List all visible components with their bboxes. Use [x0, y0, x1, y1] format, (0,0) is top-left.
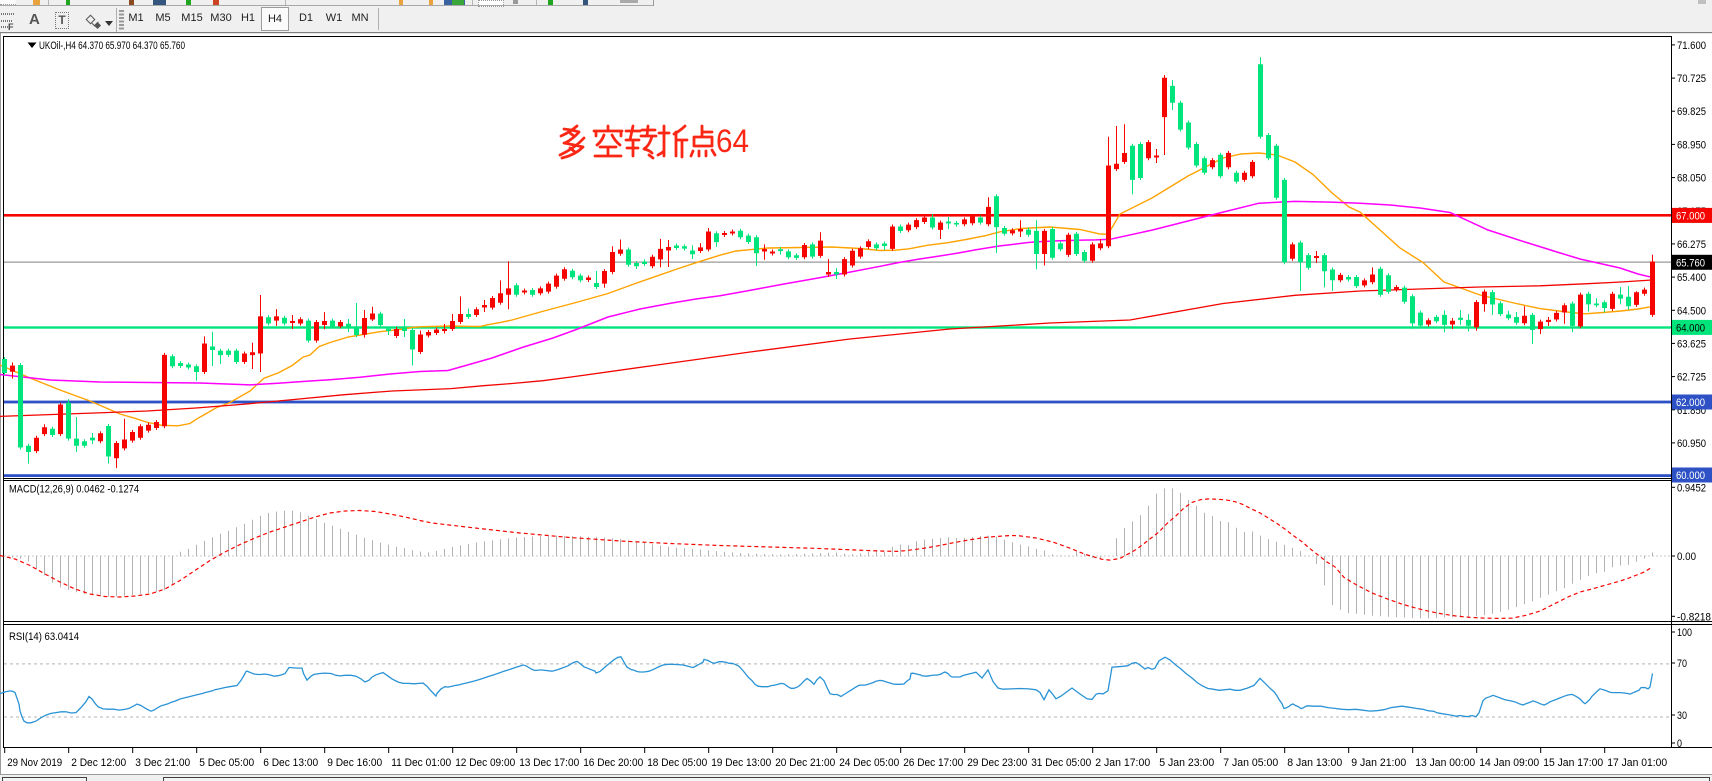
svg-text:29 Dec 23:00: 29 Dec 23:00: [967, 757, 1027, 769]
svg-text:UKOil-,H4 64.370 65.970 64.37: UKOil-,H4 64.370 65.970 64.370 65.760: [39, 40, 185, 52]
svg-text:16 Dec 20:00: 16 Dec 20:00: [583, 757, 643, 769]
svg-text:2 Jan 17:00: 2 Jan 17:00: [1095, 757, 1150, 769]
svg-text:64: 64: [716, 123, 749, 159]
svg-text:60.000: 60.000: [1676, 470, 1705, 482]
svg-text:6 Dec 13:00: 6 Dec 13:00: [263, 757, 318, 769]
svg-text:65.760: 65.760: [1676, 257, 1705, 269]
svg-text:0.9452: 0.9452: [1677, 482, 1706, 494]
svg-text:17 Jan 01:00: 17 Jan 01:00: [1607, 757, 1667, 769]
svg-text:14 Jan 09:00: 14 Jan 09:00: [1479, 757, 1539, 769]
svg-text:8 Jan 13:00: 8 Jan 13:00: [1287, 757, 1342, 769]
svg-text:63.625: 63.625: [1677, 338, 1706, 350]
svg-text:0.00: 0.00: [1677, 551, 1696, 563]
svg-text:13 Dec 17:00: 13 Dec 17:00: [519, 757, 579, 769]
svg-text:68.950: 68.950: [1677, 139, 1706, 151]
svg-text:RSI(14) 63.0414: RSI(14) 63.0414: [9, 631, 79, 643]
svg-text:65.400: 65.400: [1677, 272, 1706, 284]
svg-text:60.950: 60.950: [1677, 438, 1706, 450]
svg-text:0: 0: [1677, 738, 1682, 750]
svg-text:70: 70: [1677, 658, 1687, 670]
svg-text:69.825: 69.825: [1677, 106, 1706, 118]
svg-text:5 Dec 05:00: 5 Dec 05:00: [199, 757, 254, 769]
svg-text:-0.8218: -0.8218: [1677, 611, 1711, 623]
svg-text:18 Dec 05:00: 18 Dec 05:00: [647, 757, 707, 769]
svg-text:67.000: 67.000: [1676, 210, 1705, 222]
svg-text:64.000: 64.000: [1676, 322, 1705, 334]
svg-text:71.600: 71.600: [1677, 40, 1706, 52]
svg-text:68.050: 68.050: [1677, 173, 1706, 185]
svg-text:15 Jan 17:00: 15 Jan 17:00: [1543, 757, 1603, 769]
svg-text:29 Nov 2019: 29 Nov 2019: [7, 757, 62, 769]
svg-text:31 Dec 05:00: 31 Dec 05:00: [1031, 757, 1091, 769]
svg-text:3 Dec 21:00: 3 Dec 21:00: [135, 757, 190, 769]
svg-text:26 Dec 17:00: 26 Dec 17:00: [903, 757, 963, 769]
svg-text:20 Dec 21:00: 20 Dec 21:00: [775, 757, 835, 769]
svg-text:19 Dec 13:00: 19 Dec 13:00: [711, 757, 771, 769]
svg-text:9 Jan 21:00: 9 Jan 21:00: [1351, 757, 1406, 769]
svg-text:MACD(12,26,9) 0.0462 -0.1274: MACD(12,26,9) 0.0462 -0.1274: [9, 484, 139, 496]
svg-text:5 Jan 23:00: 5 Jan 23:00: [1159, 757, 1214, 769]
svg-text:62.000: 62.000: [1676, 397, 1705, 409]
svg-text:9 Dec 16:00: 9 Dec 16:00: [327, 757, 382, 769]
svg-text:70.725: 70.725: [1677, 73, 1706, 85]
svg-text:11 Dec 01:00: 11 Dec 01:00: [391, 757, 451, 769]
svg-text:13 Jan 00:00: 13 Jan 00:00: [1415, 757, 1475, 769]
svg-text:7 Jan 05:00: 7 Jan 05:00: [1223, 757, 1278, 769]
svg-text:62.725: 62.725: [1677, 372, 1706, 384]
svg-text:64.500: 64.500: [1677, 305, 1706, 317]
svg-text:2 Dec 12:00: 2 Dec 12:00: [71, 757, 126, 769]
svg-text:100: 100: [1677, 627, 1692, 639]
svg-text:24 Dec 05:00: 24 Dec 05:00: [839, 757, 899, 769]
svg-text:12 Dec 09:00: 12 Dec 09:00: [455, 757, 515, 769]
svg-text:30: 30: [1677, 710, 1687, 722]
svg-text:66.275: 66.275: [1677, 239, 1706, 251]
